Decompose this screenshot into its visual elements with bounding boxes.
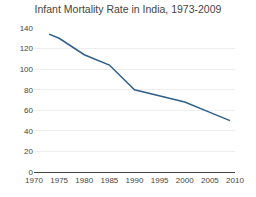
svg-text:1990: 1990 — [126, 176, 144, 185]
svg-text:80: 80 — [24, 86, 33, 95]
svg-text:2005: 2005 — [201, 176, 219, 185]
svg-text:1995: 1995 — [151, 176, 169, 185]
svg-text:20: 20 — [24, 147, 33, 156]
svg-text:60: 60 — [24, 106, 33, 115]
svg-text:2010: 2010 — [226, 176, 244, 185]
svg-text:1975: 1975 — [50, 176, 68, 185]
svg-text:1980: 1980 — [75, 176, 93, 185]
svg-text:1970: 1970 — [25, 176, 43, 185]
svg-text:2000: 2000 — [176, 176, 194, 185]
svg-text:Infant Mortality Rate in India: Infant Mortality Rate in India, 1973-200… — [35, 3, 222, 15]
svg-text:140: 140 — [20, 24, 34, 33]
svg-text:0: 0 — [29, 168, 34, 177]
svg-text:1985: 1985 — [100, 176, 118, 185]
svg-text:40: 40 — [24, 127, 33, 136]
svg-text:100: 100 — [20, 65, 34, 74]
svg-text:120: 120 — [20, 44, 34, 53]
